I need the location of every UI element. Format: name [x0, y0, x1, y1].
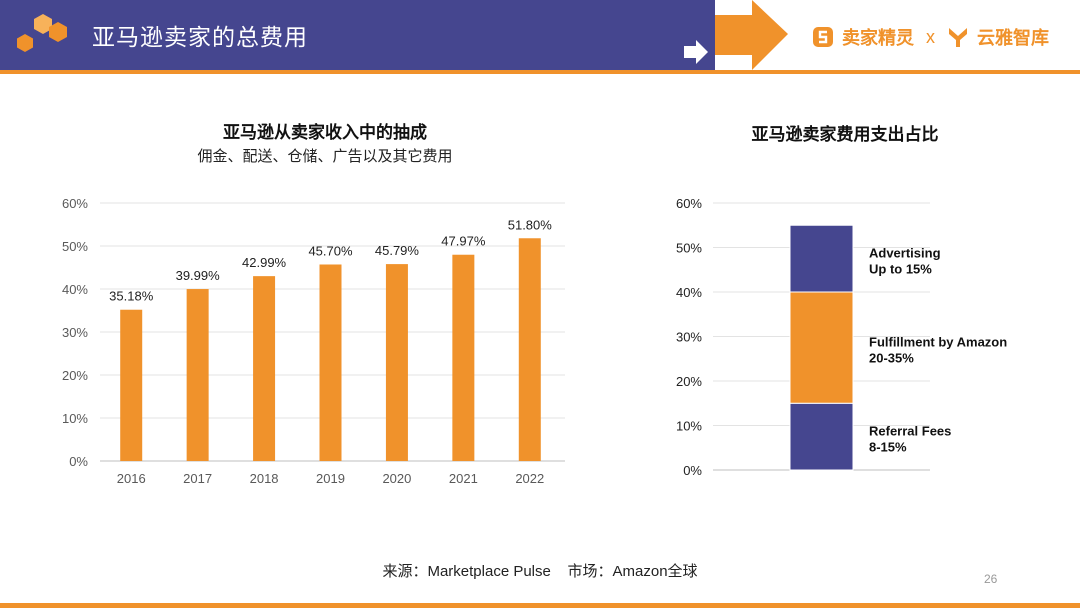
left-data-label: 45.79%: [375, 243, 420, 258]
left-x-tick-label: 2018: [250, 471, 279, 486]
left-bar: [253, 276, 276, 461]
left-bar: [385, 264, 408, 461]
left-chart-title: 亚马逊从卖家收入中的抽成: [223, 123, 427, 142]
left-x-tick-label: 2019: [316, 471, 345, 486]
left-y-tick-label: 30%: [62, 325, 88, 340]
brand-left-name: 卖家精灵: [842, 28, 914, 48]
right-y-tick-label: 60%: [676, 196, 702, 211]
left-y-tick-label: 0%: [69, 454, 88, 469]
stacked-segment: [789, 291, 854, 404]
segment-range: 8-15%: [869, 440, 907, 455]
footer-accent-line: [0, 603, 1080, 608]
left-data-label: 51.80%: [508, 217, 553, 232]
brand-separator: x: [926, 26, 935, 47]
left-x-tick-label: 2022: [515, 471, 544, 486]
segment-label: Referral Fees: [869, 424, 951, 439]
left-y-tick-label: 20%: [62, 368, 88, 383]
left-bar: [186, 289, 209, 461]
right-y-tick-label: 30%: [676, 330, 702, 345]
right-y-tick-label: 50%: [676, 241, 702, 256]
brand-right-name: 云雅智库: [977, 28, 1049, 48]
seller-sprite-logo-icon: [813, 27, 833, 47]
segment-label: Fulfillment by Amazon: [869, 335, 1007, 350]
stacked-segment: [789, 224, 854, 293]
header-band: [0, 0, 715, 70]
arrow-chevron-icon: [684, 0, 788, 70]
left-data-label: 39.99%: [176, 268, 221, 283]
page-number: 26: [984, 572, 998, 586]
page-title: 亚马逊卖家的总费用: [92, 24, 308, 50]
right-y-tick-label: 10%: [676, 419, 702, 434]
left-data-label: 45.70%: [308, 243, 353, 258]
right-chart-title: 亚马逊卖家费用支出占比: [751, 125, 939, 144]
right-y-tick-label: 20%: [676, 374, 702, 389]
segment-label: Advertising: [869, 246, 941, 261]
right-y-tick-label: 0%: [683, 463, 702, 478]
left-y-tick-label: 40%: [62, 282, 88, 297]
left-y-tick-label: 10%: [62, 411, 88, 426]
left-y-tick-label: 50%: [62, 239, 88, 254]
left-x-tick-label: 2021: [449, 471, 478, 486]
right-y-tick-label: 40%: [676, 285, 702, 300]
header-accent-line: [0, 70, 1080, 74]
yunya-logo-icon: [949, 28, 967, 47]
segment-range: Up to 15%: [869, 262, 932, 277]
brand-logos: 卖家精灵 x 云雅智库: [812, 22, 1049, 52]
left-x-tick-label: 2020: [382, 471, 411, 486]
source-note: 来源：Marketplace Pulse 市场：Amazon全球: [382, 563, 698, 580]
left-data-label: 42.99%: [242, 255, 287, 270]
left-bar: [120, 309, 143, 461]
left-bar: [319, 264, 342, 461]
left-y-tick-label: 60%: [62, 196, 88, 211]
hexagon-logo-icon: [17, 14, 67, 52]
stacked-segment: [789, 402, 854, 471]
header-bar: 亚马逊卖家的总费用 卖家精灵 x 云雅智库: [0, 0, 1080, 70]
left-chart-subtitle: 佣金、配送、仓储、广告以及其它费用: [197, 148, 453, 165]
left-x-tick-label: 2017: [183, 471, 212, 486]
left-data-label: 35.18%: [109, 289, 154, 304]
left-data-label: 47.97%: [441, 234, 486, 249]
left-x-tick-label: 2016: [117, 471, 146, 486]
segment-range: 20-35%: [869, 351, 914, 366]
left-bar: [452, 254, 475, 461]
left-bar: [518, 238, 541, 461]
